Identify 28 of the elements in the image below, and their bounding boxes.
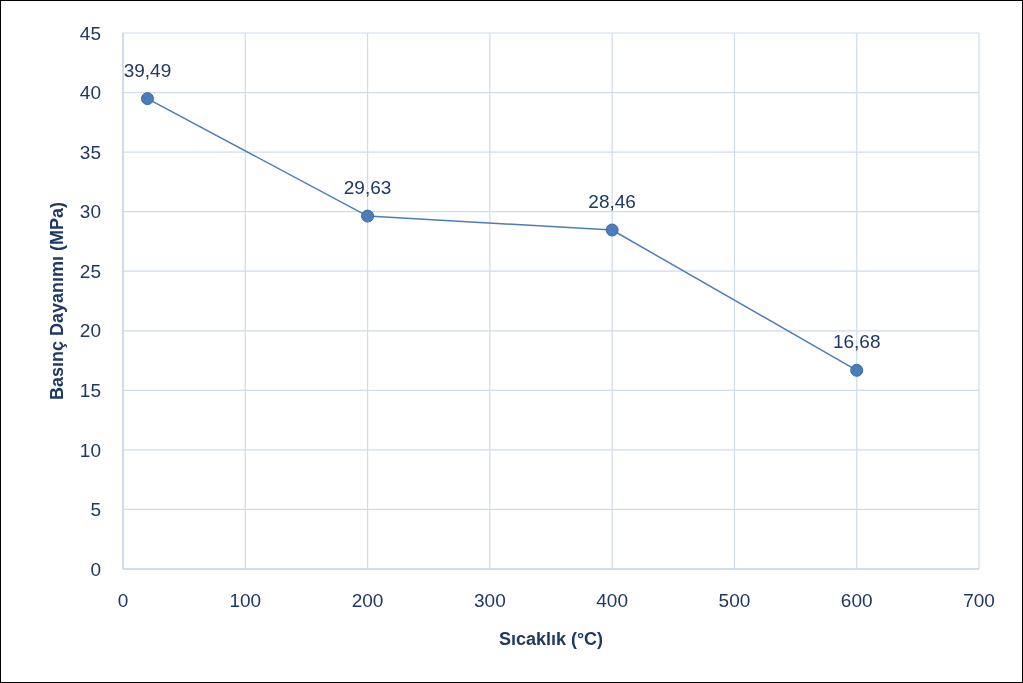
y-tick-label: 30 (79, 201, 101, 223)
x-tick-label: 700 (963, 590, 995, 611)
x-tick-label: 100 (229, 590, 262, 611)
point (850, 363, 864, 377)
x-tick-label: 500 (718, 590, 751, 611)
y-tick-label: 35 (79, 141, 101, 163)
x-tick-label: 0 (117, 590, 129, 611)
point (140, 92, 154, 106)
x-tick-label: 300 (474, 590, 506, 611)
data-label: 28,46 (588, 191, 636, 213)
point (605, 223, 619, 237)
y-tick-label: 5 (90, 499, 101, 521)
x-tick-label: 400 (596, 590, 628, 611)
y-tick-label: 0 (90, 558, 101, 580)
x-tick-label: 600 (840, 590, 873, 611)
y-tick-label: 45 (79, 22, 101, 44)
data-label: 16,68 (832, 331, 881, 353)
x-tick-label: 200 (351, 590, 384, 611)
y-tick-label: 40 (79, 82, 101, 104)
data-label: 39,49 (123, 59, 172, 81)
y-tick-label: 25 (79, 260, 101, 282)
data-label: 29,63 (343, 177, 392, 199)
y-tick-label: 20 (79, 320, 101, 342)
y-axis-title: Basınç Dayanımı (MPa) (47, 201, 67, 401)
point (361, 209, 375, 223)
y-tick-label: 15 (79, 379, 101, 401)
x-axis-title: Sıcaklık (°C) (498, 629, 604, 649)
y-tick-label: 10 (79, 439, 101, 461)
